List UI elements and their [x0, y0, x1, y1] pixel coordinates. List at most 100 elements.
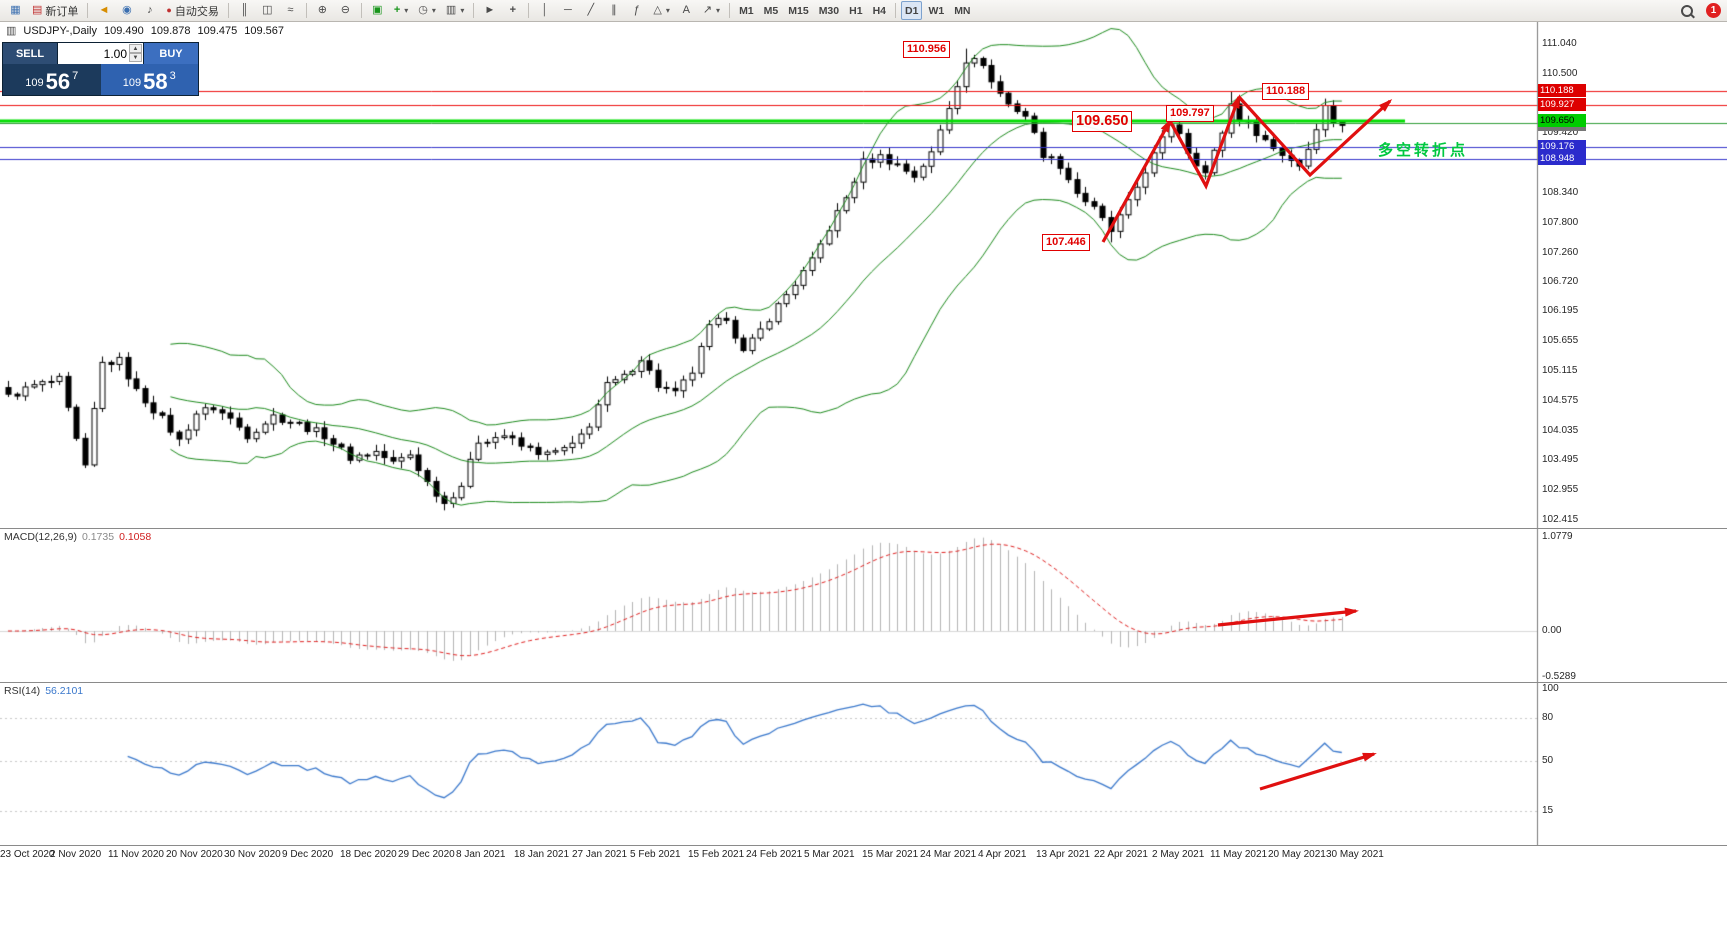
- date-label: 23 Oct 2020: [0, 849, 55, 860]
- line-chart-button[interactable]: ≈: [280, 1, 301, 20]
- price-tick: 104.035: [1542, 424, 1579, 436]
- tf-m1-button[interactable]: M1: [735, 1, 758, 20]
- zoom-in-button[interactable]: ⊕: [312, 1, 333, 20]
- crosshair-tool-button[interactable]: +: [502, 1, 523, 20]
- date-label: 11 May 2021: [1210, 849, 1268, 860]
- notification-badge[interactable]: 1: [1706, 3, 1721, 18]
- channel-icon: ∥: [611, 4, 617, 16]
- channel-tool-button[interactable]: ∥: [603, 1, 624, 20]
- text-tool-button[interactable]: A: [676, 1, 697, 20]
- indicators-button[interactable]: + ▾: [390, 1, 412, 20]
- macd-axis-label: 0.00: [1542, 625, 1562, 636]
- trend-arrow[interactable]: [1168, 96, 1241, 190]
- date-label: 20 May 2021: [1268, 849, 1326, 860]
- volume-down-button[interactable]: ▼: [129, 53, 142, 62]
- symbol-period-label: USDJPY-,Daily: [23, 25, 97, 37]
- macd-panel: MACD(12,26,9) 0.1735 0.1058 1.0779 0.00 -0.5…: [0, 528, 1727, 683]
- zoom-out-button[interactable]: ⊖: [335, 1, 356, 20]
- tf-m30-button[interactable]: M30: [815, 1, 843, 20]
- price-tick: 105.115: [1542, 365, 1578, 376]
- chevron-down-icon: ▾: [431, 6, 436, 15]
- chevron-down-icon: ▾: [665, 6, 670, 15]
- zoom-in-icon: ⊕: [317, 4, 327, 16]
- arrow-head-icon: [1378, 98, 1393, 112]
- trend-arrow[interactable]: [1101, 120, 1172, 243]
- sell-price-display[interactable]: 109 56 7: [3, 64, 101, 95]
- sound-button[interactable]: ♪: [139, 1, 160, 20]
- date-label: 18 Dec 2020: [340, 849, 397, 860]
- date-label: 2 May 2021: [1152, 849, 1205, 860]
- fibonacci-tool-button[interactable]: ƒ: [626, 1, 647, 20]
- volume-box: ▲ ▼: [58, 43, 143, 64]
- date-label: 8 Jan 2021: [456, 849, 506, 860]
- toolbar: ▦ ▤ 新订单 ◄ ◉ ♪ ● 自动交易 ║ ◫ ≈ ⊕ ⊖ ▣ + ▾ ◷ ▾ ▥ ▾ …: [0, 0, 1727, 22]
- toolbar-separator: [895, 3, 896, 18]
- templates-button[interactable]: ▥ ▾: [442, 1, 468, 20]
- one-click-trading-panel: SELL ▲ ▼ BUY 109 56 7 109: [2, 42, 199, 96]
- announcement-icon: ◄: [98, 4, 110, 16]
- announcement-button[interactable]: ◄: [93, 1, 114, 20]
- sell-button[interactable]: SELL: [3, 43, 58, 64]
- new-order-button[interactable]: ▤ 新订单: [28, 1, 82, 20]
- trendline-tool-button[interactable]: ╱: [580, 1, 601, 20]
- search-button[interactable]: [1676, 1, 1697, 20]
- turning-point-note[interactable]: 多空转折点: [1378, 142, 1469, 159]
- macd-axis-label: -0.5289: [1542, 671, 1576, 683]
- bar-chart-button[interactable]: ║: [234, 1, 255, 20]
- low-value: 109.475: [197, 25, 238, 37]
- vertical-line-tool-button[interactable]: │: [534, 1, 555, 20]
- macd-canvas[interactable]: [0, 529, 1727, 683]
- price-annotation-box[interactable]: 109.797: [1166, 104, 1214, 122]
- price-badge: 109.176: [1538, 139, 1586, 153]
- buy-price-display[interactable]: 109 58 3: [100, 64, 198, 95]
- main-chart-canvas[interactable]: [0, 22, 1727, 528]
- candle-chart-button[interactable]: ◫: [257, 1, 278, 20]
- tf-h1-button[interactable]: H1: [845, 1, 866, 20]
- add-indicator-icon: +: [393, 4, 401, 16]
- ohlc-info: ▥ USDJPY-,Daily 109.490 109.878 109.475 …: [6, 25, 284, 37]
- toolbar-separator: [729, 3, 731, 18]
- buy-price-sup: 3: [169, 70, 176, 82]
- rsi-canvas[interactable]: [0, 683, 1727, 846]
- date-label: 24 Mar 2021: [920, 849, 977, 860]
- rsi-axis-label: 15: [1542, 805, 1554, 817]
- crosshair-icon: +: [509, 4, 517, 16]
- trend-arrow[interactable]: [1259, 752, 1375, 791]
- trend-arrow[interactable]: [1217, 609, 1357, 627]
- horizontal-line-tool-button[interactable]: ─: [557, 1, 578, 20]
- shapes-tool-button[interactable]: △ ▾: [649, 1, 673, 20]
- toolbar-separator: [227, 3, 229, 18]
- macd-header: MACD(12,26,9) 0.1735 0.1058: [4, 531, 151, 543]
- new-chart-icon: ▦: [10, 4, 21, 16]
- price-annotation-box[interactable]: 109.650: [1072, 110, 1133, 132]
- tile-windows-button[interactable]: ▣: [367, 1, 388, 20]
- new-order-icon: ▤: [32, 4, 43, 16]
- autotrade-button[interactable]: ● 自动交易: [162, 1, 222, 20]
- search-icon: [1680, 4, 1693, 17]
- tf-mn-button[interactable]: MN: [950, 1, 974, 20]
- price-annotation-box[interactable]: 107.446: [1042, 234, 1090, 252]
- volume-input[interactable]: [58, 46, 143, 61]
- tf-h4-button[interactable]: H4: [869, 1, 890, 20]
- buy-price-prefix: 109: [122, 77, 142, 89]
- buy-button[interactable]: BUY: [143, 43, 198, 64]
- tf-d1-button[interactable]: D1: [901, 1, 923, 20]
- arrows-tool-button[interactable]: ↗ ▾: [699, 1, 724, 20]
- trend-arrow[interactable]: [1237, 95, 1392, 178]
- tile-windows-icon: ▣: [372, 4, 383, 16]
- date-label: 15 Mar 2021: [862, 849, 919, 860]
- community-button[interactable]: ◉: [116, 1, 137, 20]
- tf-w1-button[interactable]: W1: [924, 1, 948, 20]
- periods-button[interactable]: ◷ ▾: [414, 1, 440, 20]
- volume-up-button[interactable]: ▲: [129, 44, 142, 53]
- chart-symbol-icon: ▥: [6, 24, 17, 37]
- date-label: 27 Jan 2021: [572, 849, 628, 860]
- date-label: 24 Feb 2021: [746, 849, 803, 860]
- date-label: 2 Nov 2020: [50, 849, 102, 860]
- price-annotation-box[interactable]: 110.956: [903, 40, 951, 58]
- cursor-tool-button[interactable]: ►: [479, 1, 500, 20]
- tf-m5-button[interactable]: M5: [760, 1, 783, 20]
- tf-m15-button[interactable]: M15: [784, 1, 812, 20]
- new-chart-button[interactable]: ▦: [5, 1, 26, 20]
- price-annotation-box[interactable]: 110.188: [1262, 83, 1310, 101]
